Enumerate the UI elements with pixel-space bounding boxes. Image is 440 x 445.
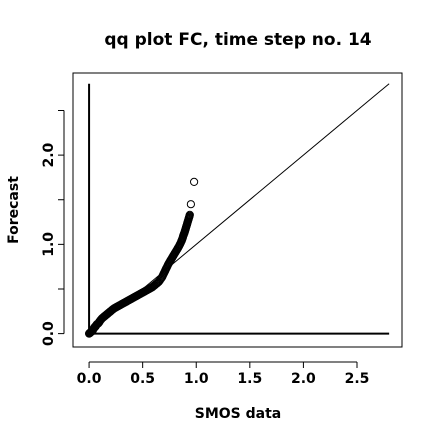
x-tick-label: 0.0 <box>77 371 102 387</box>
qq-point <box>189 177 199 186</box>
x-tick-label: 2.5 <box>345 371 370 387</box>
x-tick-label: 1.5 <box>237 371 262 387</box>
x-tick-label: 1.0 <box>184 371 209 387</box>
qq-point <box>185 210 194 220</box>
data-points <box>84 177 199 338</box>
qq-point <box>186 200 195 209</box>
y-axis: 0.0 1.0 2.0 <box>41 109 65 346</box>
y-axis-title: Forecast <box>6 176 22 244</box>
x-tick-label: 0.5 <box>130 371 155 387</box>
x-axis-title: SMOS data <box>195 406 281 422</box>
chart-title: qq plot FC, time step no. 14 <box>104 30 371 50</box>
x-tick-label: 2.0 <box>291 371 316 387</box>
y-tick-label: 0.0 <box>41 321 57 346</box>
y-tick-label: 2.0 <box>41 142 57 167</box>
plot-area-frame <box>72 72 403 348</box>
y-tick-label: 1.0 <box>41 232 57 257</box>
x-axis: 0.0 0.5 1.0 1.5 2.0 2.5 <box>77 361 370 387</box>
